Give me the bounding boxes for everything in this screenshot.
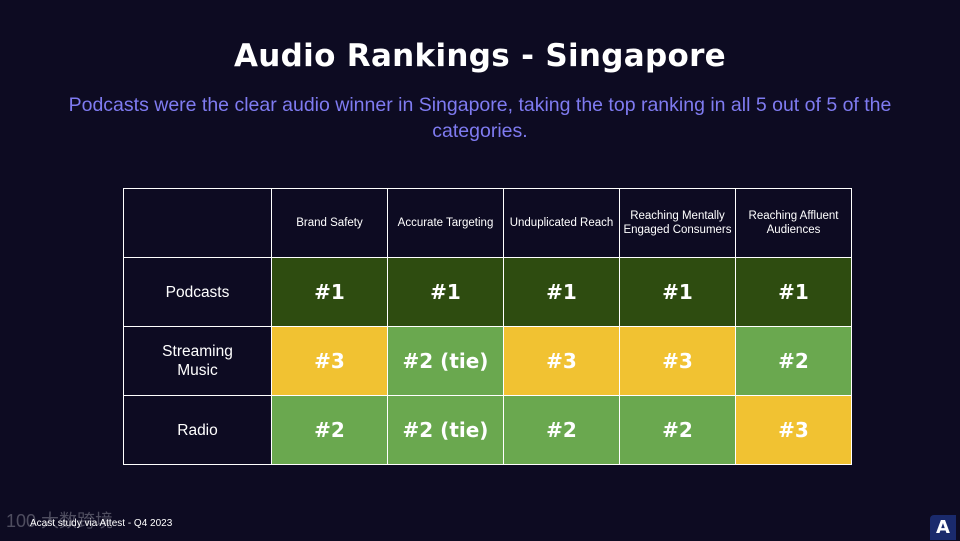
column-header-accurate-targeting: Accurate Targeting — [387, 188, 504, 258]
column-header-unduplicated-reach: Unduplicated Reach — [503, 188, 620, 258]
rank-cell: #3 — [619, 326, 736, 396]
rank-cell: #1 — [619, 257, 736, 327]
table-row: Radio #2 #2 (tie) #2 #2 #3 — [123, 395, 852, 465]
row-header-streaming-music: Streaming Music — [123, 326, 272, 396]
watermark: 100 大数跨境 — [6, 511, 114, 531]
rank-cell: #2 (tie) — [387, 326, 504, 396]
rank-cell: #3 — [503, 326, 620, 396]
rank-cell: #3 — [735, 395, 852, 465]
column-header-affluent-audiences: Reaching Affluent Audiences — [735, 188, 852, 258]
page-title: Audio Rankings - Singapore — [234, 38, 726, 74]
rank-cell: #2 — [503, 395, 620, 465]
rank-cell: #1 — [271, 257, 388, 327]
row-header-radio: Radio — [123, 395, 272, 465]
rank-cell: #2 (tie) — [387, 395, 504, 465]
table-row: Streaming Music #3 #2 (tie) #3 #3 #2 — [123, 326, 852, 396]
source-footnote: Acast study via Attest - Q4 2023 — [30, 518, 173, 529]
rank-cell: #1 — [503, 257, 620, 327]
rank-cell: #1 — [735, 257, 852, 327]
rank-cell: #2 — [271, 395, 388, 465]
column-header-mentally-engaged: Reaching Mentally Engaged Consumers — [619, 188, 736, 258]
column-header-brand-safety: Brand Safety — [271, 188, 388, 258]
row-header-podcasts: Podcasts — [123, 257, 272, 327]
table-header-row: Brand Safety Accurate Targeting Unduplic… — [123, 188, 852, 258]
rank-cell: #1 — [387, 257, 504, 327]
rank-cell: #2 — [735, 326, 852, 396]
table-row: Podcasts #1 #1 #1 #1 #1 — [123, 257, 852, 327]
page-subtitle: Podcasts were the clear audio winner in … — [68, 94, 892, 142]
acast-logo-icon: A — [930, 515, 956, 540]
rank-cell: #3 — [271, 326, 388, 396]
rankings-table: Brand Safety Accurate Targeting Unduplic… — [123, 188, 852, 465]
table-corner-cell — [123, 188, 272, 258]
rank-cell: #2 — [619, 395, 736, 465]
